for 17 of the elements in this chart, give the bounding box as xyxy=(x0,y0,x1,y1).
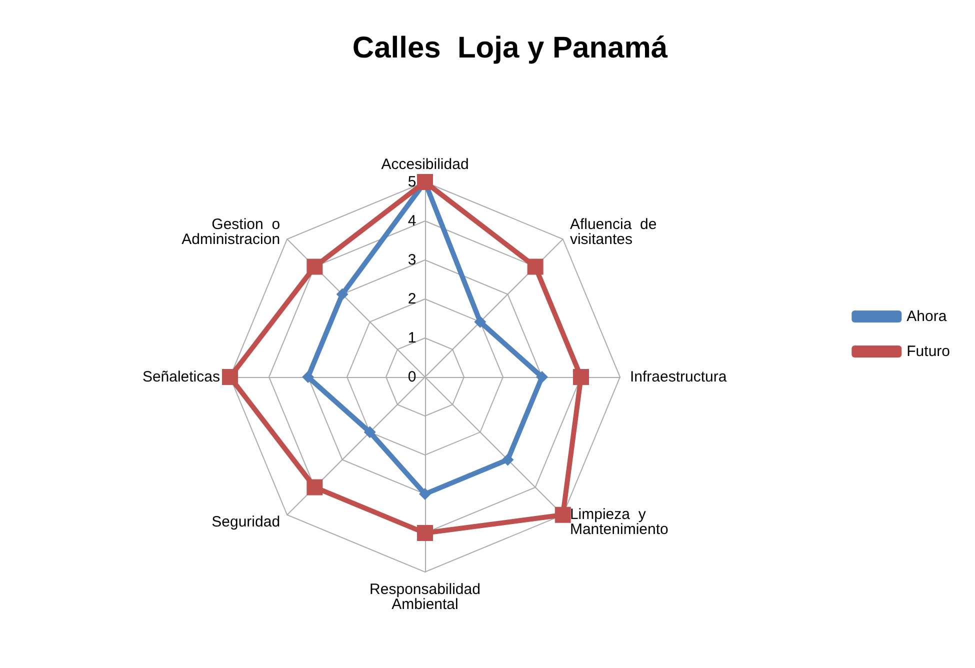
spoke-label: Responsabilidad Ambiental xyxy=(370,581,480,613)
spoke-label: Infraestructura xyxy=(630,368,728,386)
y-tick-label: 2 xyxy=(408,290,416,308)
spoke-label: Gestion o Administracion xyxy=(182,216,280,248)
y-tick-label: 5 xyxy=(408,174,416,190)
spoke-label: Limpieza y Mantenimiento xyxy=(570,506,668,538)
y-tick-label: 3 xyxy=(408,252,416,268)
spoke-label: Accesibilidad xyxy=(381,156,469,173)
spoke-label: Señaleticas xyxy=(142,368,220,386)
legend-label: Futuro xyxy=(906,343,950,360)
chart-title: Calles Loja y Panamá xyxy=(352,32,668,64)
spoke-label: Afluencia de visitantes xyxy=(570,216,657,248)
y-tick-label: 4 xyxy=(408,212,416,230)
y-tick-label: 1 xyxy=(408,330,416,346)
legend-label: Ahora xyxy=(906,308,948,325)
y-tick-label: 0 xyxy=(408,368,416,386)
spoke-label: Seguridad xyxy=(212,513,280,530)
